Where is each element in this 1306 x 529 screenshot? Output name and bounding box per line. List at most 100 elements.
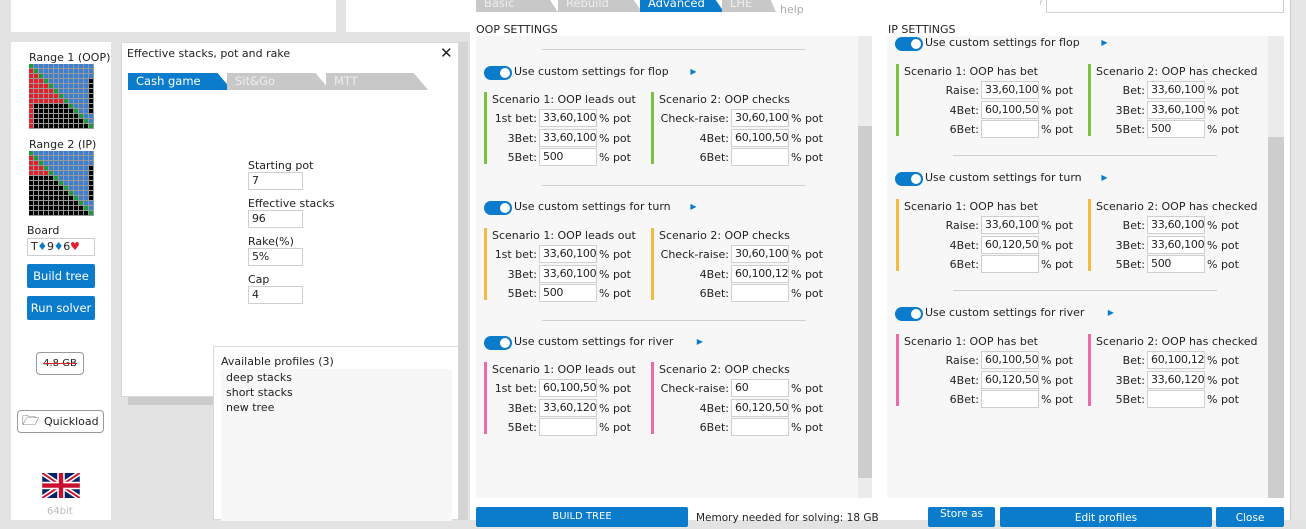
range-cell[interactable] xyxy=(69,109,73,113)
range-cell[interactable] xyxy=(84,99,88,103)
range-cell[interactable] xyxy=(84,196,88,200)
bet-size-input[interactable] xyxy=(981,120,1039,138)
range-cell[interactable] xyxy=(79,201,83,205)
range-cell[interactable] xyxy=(89,64,93,68)
range-cell[interactable] xyxy=(54,94,58,98)
range-cell[interactable] xyxy=(34,196,38,200)
uk-flag-icon[interactable] xyxy=(42,473,80,498)
bet-size-input[interactable]: 30,60,100 xyxy=(731,109,789,127)
range-cell[interactable] xyxy=(29,124,33,128)
tab-lhe[interactable]: LHE xyxy=(722,0,776,12)
range-cell[interactable] xyxy=(69,119,73,123)
tab-sit-and-go[interactable]: Sit&Go xyxy=(227,73,330,90)
bet-size-input[interactable] xyxy=(731,148,789,166)
range-cell[interactable] xyxy=(74,171,78,175)
range-cell[interactable] xyxy=(89,104,93,108)
range-cell[interactable] xyxy=(89,69,93,73)
range-cell[interactable] xyxy=(69,156,73,160)
range-cell[interactable] xyxy=(79,211,83,215)
range-cell[interactable] xyxy=(64,161,68,165)
range-cell[interactable] xyxy=(69,166,73,170)
range-cell[interactable] xyxy=(49,156,53,160)
range-cell[interactable] xyxy=(59,94,63,98)
range-cell[interactable] xyxy=(34,191,38,195)
range-cell[interactable] xyxy=(79,156,83,160)
bet-size-input[interactable]: 60,100,500 xyxy=(981,100,1039,119)
range-cell[interactable] xyxy=(74,124,78,128)
range-cell[interactable] xyxy=(79,166,83,170)
bet-size-input[interactable]: 60,100,500 xyxy=(731,128,789,147)
build-tree-button[interactable]: Build tree xyxy=(27,264,95,288)
bet-size-input[interactable]: 500 xyxy=(539,148,597,166)
range-cell[interactable] xyxy=(44,104,48,108)
range-cell[interactable] xyxy=(74,79,78,83)
range-cell[interactable] xyxy=(89,186,93,190)
bet-size-input[interactable]: 33,60,100,500 xyxy=(539,264,597,283)
expand-arrow-icon[interactable]: ▶ xyxy=(1107,308,1114,317)
range-cell[interactable] xyxy=(84,191,88,195)
range-cell[interactable] xyxy=(49,196,53,200)
range-cell[interactable] xyxy=(64,119,68,123)
range-cell[interactable] xyxy=(79,74,83,78)
range-cell[interactable] xyxy=(84,114,88,118)
range-cell[interactable] xyxy=(49,211,53,215)
range-cell[interactable] xyxy=(49,119,53,123)
close-icon[interactable]: ✕ xyxy=(440,44,453,62)
range-cell[interactable] xyxy=(79,161,83,165)
range-cell[interactable] xyxy=(54,211,58,215)
range-cell[interactable] xyxy=(44,119,48,123)
range-cell[interactable] xyxy=(44,201,48,205)
range-cell[interactable] xyxy=(74,94,78,98)
range-cell[interactable] xyxy=(44,171,48,175)
range-cell[interactable] xyxy=(74,186,78,190)
range-cell[interactable] xyxy=(39,109,43,113)
range-cell[interactable] xyxy=(44,176,48,180)
range-cell[interactable] xyxy=(44,114,48,118)
range-cell[interactable] xyxy=(89,166,93,170)
field-input[interactable]: 96 xyxy=(248,210,303,228)
range-cell[interactable] xyxy=(74,206,78,210)
range-cell[interactable] xyxy=(54,89,58,93)
range-cell[interactable] xyxy=(39,94,43,98)
range-cell[interactable] xyxy=(34,201,38,205)
range-cell[interactable] xyxy=(64,171,68,175)
range-cell[interactable] xyxy=(49,64,53,68)
range-cell[interactable] xyxy=(49,176,53,180)
range-cell[interactable] xyxy=(59,124,63,128)
range-cell[interactable] xyxy=(39,196,43,200)
bet-size-input[interactable]: 33,60,120 xyxy=(1147,370,1205,389)
range-cell[interactable] xyxy=(74,201,78,205)
range-cell[interactable] xyxy=(39,201,43,205)
range-cell[interactable] xyxy=(64,201,68,205)
range-cell[interactable] xyxy=(89,89,93,93)
store-as-button[interactable]: Store as xyxy=(928,507,995,527)
range-cell[interactable] xyxy=(69,69,73,73)
range-cell[interactable] xyxy=(29,119,33,123)
custom-settings-toggle[interactable] xyxy=(895,172,923,186)
range-cell[interactable] xyxy=(59,176,63,180)
bet-size-input[interactable]: 33,60,100,120 xyxy=(1147,216,1205,234)
range-cell[interactable] xyxy=(84,181,88,185)
bet-size-input[interactable]: 33,60,100,120 xyxy=(1147,235,1205,254)
bet-size-input[interactable]: 33,60,100,500 xyxy=(981,216,1039,234)
range-cell[interactable] xyxy=(84,201,88,205)
main-scrollbar[interactable] xyxy=(1290,0,1306,520)
range-cell[interactable] xyxy=(39,181,43,185)
range-cell[interactable] xyxy=(39,206,43,210)
range-cell[interactable] xyxy=(64,186,68,190)
range-cell[interactable] xyxy=(84,89,88,93)
range-cell[interactable] xyxy=(69,124,73,128)
tab-cash-game[interactable]: Cash game xyxy=(128,73,232,90)
range-cell[interactable] xyxy=(84,69,88,73)
range-cell[interactable] xyxy=(79,186,83,190)
oop-scrollbar-thumb[interactable] xyxy=(858,126,872,478)
board-input[interactable]: T♦9♦6♥ xyxy=(27,238,95,256)
range-cell[interactable] xyxy=(84,151,88,155)
range-cell[interactable] xyxy=(59,186,63,190)
range-cell[interactable] xyxy=(69,176,73,180)
range-cell[interactable] xyxy=(54,166,58,170)
range-cell[interactable] xyxy=(79,196,83,200)
custom-settings-toggle[interactable] xyxy=(895,307,923,321)
bet-size-input[interactable]: 33,60,100 xyxy=(981,81,1039,99)
range-cell[interactable] xyxy=(39,151,43,155)
